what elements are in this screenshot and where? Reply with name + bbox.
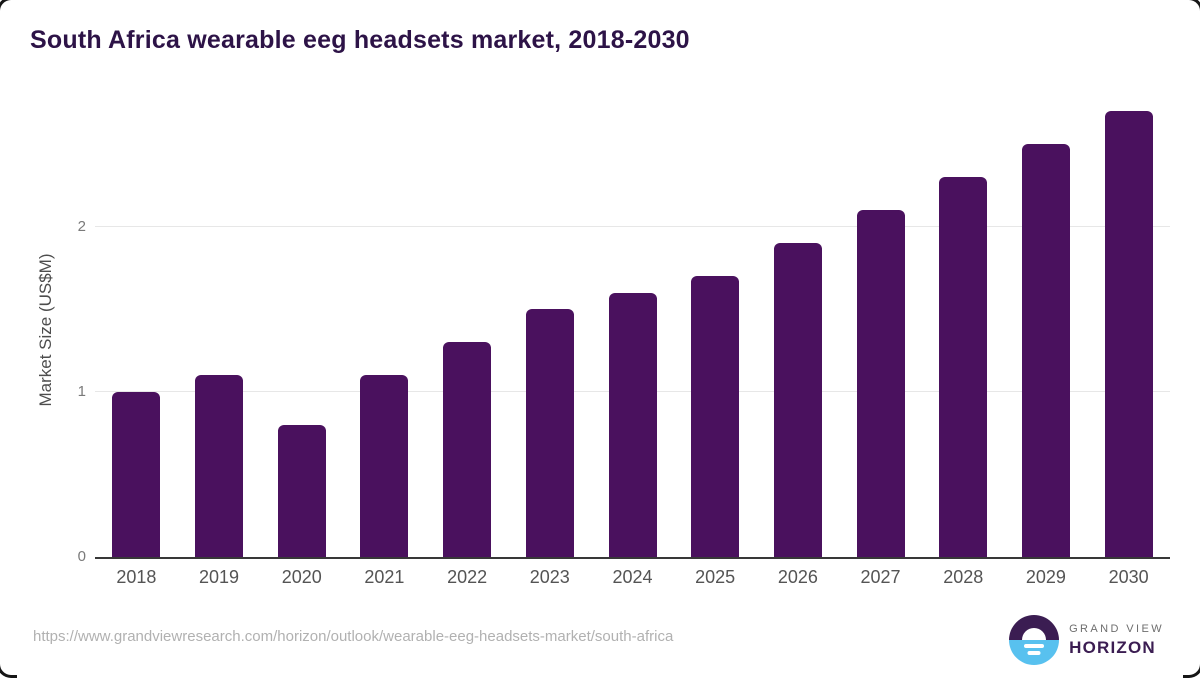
x-tick-label-2027: 2027 xyxy=(860,567,901,587)
y-axis-tick-labels: 0 1 2 xyxy=(56,90,86,565)
bar-2025 xyxy=(691,276,740,557)
x-tick-label-2020: 2020 xyxy=(281,567,322,587)
y-axis-title: Market Size (US$M) xyxy=(36,253,55,407)
logo-brand-bottom: HORIZON xyxy=(1069,637,1156,657)
chart-title: South Africa wearable eeg headsets marke… xyxy=(30,26,690,54)
card-corner-top-right xyxy=(1183,0,1200,17)
card-corner-bottom-left xyxy=(0,658,17,678)
bar-2029 xyxy=(1021,144,1070,557)
y-tick-label-0: 0 xyxy=(77,548,86,565)
bar-2019 xyxy=(195,375,244,557)
x-tick-label-2029: 2029 xyxy=(1025,567,1066,587)
card-corner-top-left xyxy=(0,0,17,17)
x-tick-label-2022: 2022 xyxy=(447,567,488,587)
sun-icon xyxy=(1022,628,1047,640)
y-tick-label-1: 1 xyxy=(77,382,86,400)
bar-2018 xyxy=(112,391,161,557)
bar-2020 xyxy=(277,425,326,557)
bar-2022 xyxy=(443,342,492,557)
water-reflection-stripe-icon xyxy=(1027,651,1041,655)
bar-2030 xyxy=(1104,111,1153,557)
x-tick-label-2021: 2021 xyxy=(364,567,405,587)
plot-area xyxy=(95,90,1170,559)
grand-view-horizon-logo: GRAND VIEW HORIZON xyxy=(1009,615,1164,665)
bar-2026 xyxy=(773,243,822,557)
x-tick-label-2018: 2018 xyxy=(116,567,157,587)
x-tick-label-2025: 2025 xyxy=(695,567,736,587)
card-corner-bottom-right xyxy=(1183,658,1200,678)
bar-2028 xyxy=(939,177,988,557)
bar-2024 xyxy=(608,292,657,557)
logo-wordmark: GRAND VIEW HORIZON xyxy=(1069,623,1164,658)
x-tick-label-2024: 2024 xyxy=(612,567,653,587)
bar-2027 xyxy=(856,210,905,557)
x-tick-label-2026: 2026 xyxy=(777,567,818,587)
bar-2023 xyxy=(525,309,574,557)
x-tick-label-2019: 2019 xyxy=(199,567,240,587)
logo-brand-top: GRAND VIEW xyxy=(1069,622,1164,635)
gridline-y-2 xyxy=(95,225,1170,227)
x-tick-label-2030: 2030 xyxy=(1108,567,1149,587)
bar-2021 xyxy=(360,375,409,557)
x-tick-label-2028: 2028 xyxy=(943,567,984,587)
water-reflection-stripe-icon xyxy=(1024,644,1045,648)
x-tick-label-2023: 2023 xyxy=(529,567,570,587)
y-tick-label-2: 2 xyxy=(77,217,86,235)
x-axis-tick-labels: 2018 2019 2020 2021 2022 2023 2024 2025 2026 2027… xyxy=(95,567,1170,588)
source-url: https://www.grandviewresearch.com/horizo… xyxy=(33,628,674,645)
horizon-sunrise-circle-icon xyxy=(1009,615,1060,665)
